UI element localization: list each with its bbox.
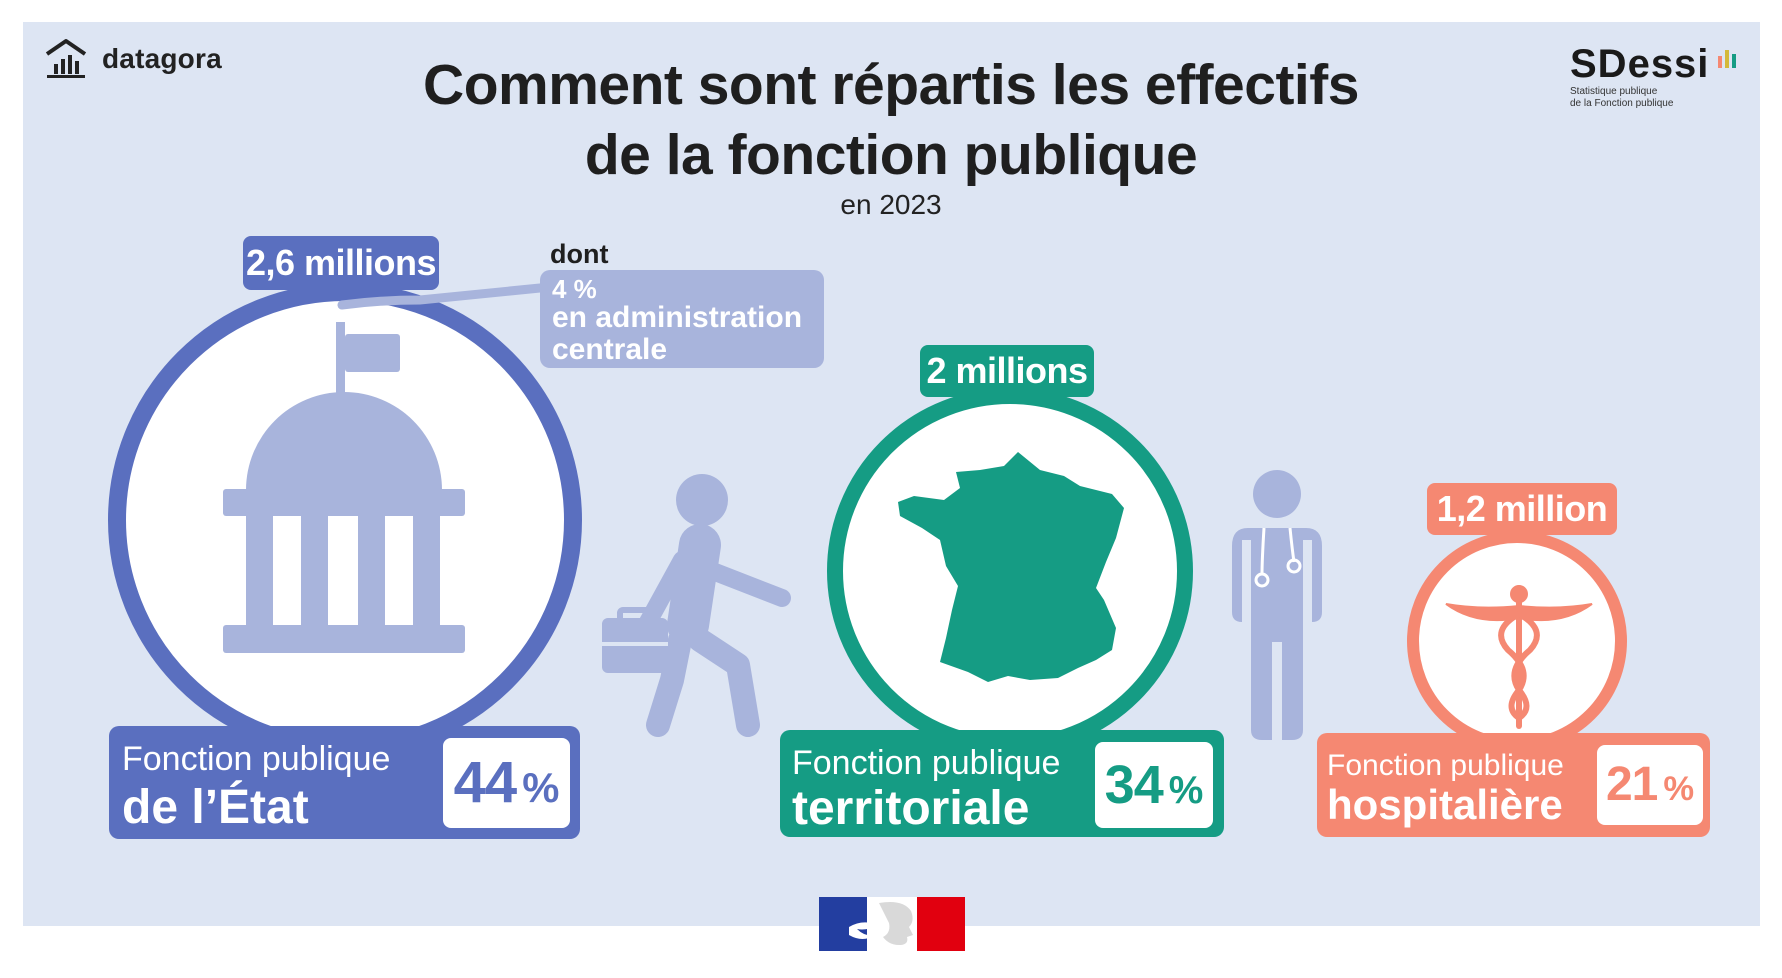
brand-name: datagora [102, 43, 222, 74]
etat-count-badge: 2,6 millions [243, 236, 439, 290]
hospitaliere-count-badge: 1,2 million [1427, 483, 1617, 535]
sdessi-tagline-1: Statistique publique [1570, 86, 1658, 97]
sdessi-name: SDessi [1570, 42, 1710, 86]
title-line-2: de la fonction publique [584, 123, 1198, 187]
marianne-republique-logo [819, 897, 965, 951]
etat-percentage-sign: % [522, 764, 560, 811]
etat-percentage-value: 44 [453, 750, 518, 815]
callout-percentage: 4 % [552, 274, 597, 304]
territoriale-percentage-sign: % [1168, 769, 1204, 812]
sdessi-tagline-2: de la Fonction publique [1570, 98, 1674, 109]
territoriale-label-line-1: Fonction publique [792, 744, 1061, 782]
hospitaliere-label-line-2: hospitalière [1327, 781, 1563, 828]
hospitaliere-percentage: 21% [1597, 745, 1703, 825]
walking-person-briefcase-icon [602, 474, 791, 737]
sdessi-bars-icon [1718, 50, 1736, 68]
page-subtitle: en 2023 [840, 189, 942, 220]
bar-chart-house-icon [45, 39, 87, 78]
territoriale-percentage: 34% [1095, 742, 1213, 828]
territoriale-label-line-2: territoriale [792, 782, 1030, 835]
doctor-stethoscope-icon [1232, 470, 1322, 740]
callout-label: dont [550, 239, 609, 269]
hospitaliere-percentage-sign: % [1663, 770, 1695, 808]
etat-label-box: Fonction publique de l’État 44% [109, 726, 580, 839]
hospitaliere-percentage-value: 21 [1605, 758, 1658, 811]
hospitaliere-label-line-1: Fonction publique [1327, 749, 1564, 782]
sdessi-logo: SDessi Statistique publique de la Foncti… [1570, 42, 1750, 110]
datagora-brand: datagora [44, 38, 222, 80]
france-map-icon [898, 452, 1124, 682]
etat-label-line-1: Fonction publique [122, 740, 391, 778]
callout-box: 4 % en administration centrale [540, 270, 824, 368]
callout-text-line-1: en administration [552, 301, 803, 334]
caduceus-icon [1445, 585, 1593, 729]
etat-percentage: 44% [443, 738, 570, 828]
page-title: Comment sont répartis les effectifs de l… [360, 50, 1422, 190]
hospitaliere-label-box: Fonction publique hospitalière 21% [1317, 733, 1710, 837]
territoriale-label-box: Fonction publique territoriale 34% [780, 730, 1224, 837]
territoriale-count-badge: 2 millions [920, 345, 1094, 397]
title-line-1: Comment sont répartis les effectifs [423, 53, 1359, 117]
callout-connector [337, 283, 545, 310]
territoriale-percentage-value: 34 [1104, 755, 1164, 815]
etat-label-line-2: de l’État [122, 781, 309, 834]
callout-text-line-2: centrale [552, 333, 668, 366]
government-building-icon [223, 322, 465, 653]
